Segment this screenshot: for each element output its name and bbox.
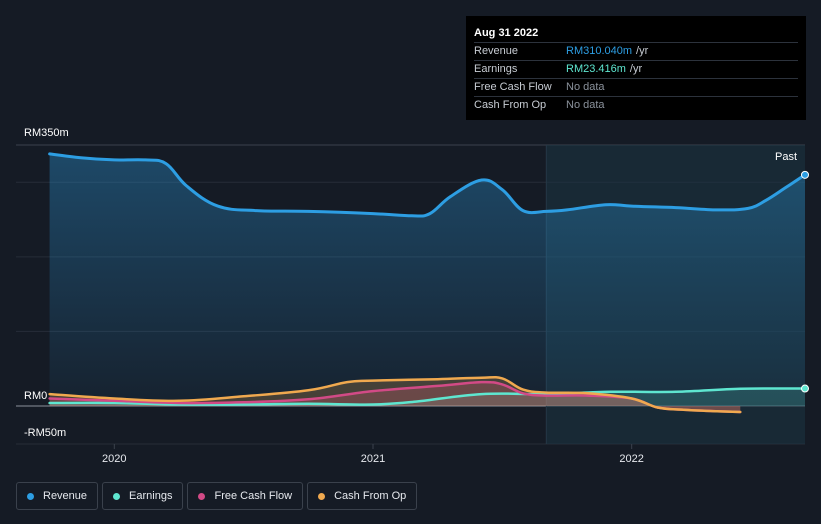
legend-dot-icon [198, 492, 206, 500]
tooltip-label: Free Cash Flow [474, 81, 552, 93]
line-revenue [48, 152, 807, 218]
legend-item-earnings[interactable]: Earnings [102, 482, 184, 510]
x-tick-layer: 2020 2021 2022 [102, 444, 644, 465]
tooltip-unit: /yr [629, 63, 643, 75]
tooltip-value: No data [566, 99, 605, 111]
x-tick-label: 2021 [361, 453, 385, 465]
legend-dot-icon [113, 492, 121, 500]
y-axis-zero-label: RM0 [24, 390, 47, 402]
tooltip-value: RM310.040m [566, 45, 633, 57]
line-cash-from-op [48, 375, 742, 414]
tooltip-unit: /yr [636, 45, 649, 57]
x-tick-label: 2022 [619, 453, 643, 465]
legend-label: Free Cash Flow [214, 490, 293, 502]
tooltip-label: Cash From Op [474, 99, 547, 111]
end-marker-revenue [801, 170, 809, 179]
marker-layer [801, 170, 809, 393]
tooltip-date: Aug 31 2022 [474, 27, 539, 39]
legend-label: Earnings [129, 490, 173, 502]
tooltip-row-cash-from-op: Cash From Op No data [474, 96, 798, 114]
legend-item-cash-from-op[interactable]: Cash From Op [307, 482, 418, 510]
tooltip-value: No data [566, 81, 605, 93]
y-axis-top-label: RM350m [24, 127, 69, 139]
tooltip-label: Revenue [474, 45, 519, 57]
legend-label: Revenue [43, 490, 88, 502]
legend: Revenue Earnings Free Cash Flow Cash Fro… [16, 482, 418, 512]
legend-dot-icon [318, 492, 326, 500]
area-revenue [49, 153, 806, 406]
legend-label: Cash From Op [334, 490, 407, 502]
tooltip-row-free-cash-flow: Free Cash Flow No data [474, 78, 798, 96]
label-layer: RM350m RM0 -RM50m Past [24, 127, 797, 439]
tooltip-row-earnings: Earnings RM23.416m /yr [474, 60, 798, 78]
line-earnings [48, 387, 807, 406]
y-axis-bottom-label: -RM50m [24, 427, 66, 439]
past-label: Past [775, 151, 797, 163]
legend-item-revenue[interactable]: Revenue [16, 482, 99, 510]
tooltip-value: RM23.416m [566, 63, 626, 75]
tooltip-row-revenue: Revenue RM310.040m /yr [474, 42, 798, 60]
line-layer [48, 152, 807, 414]
tooltip-panel: Aug 31 2022 Revenue RM310.040m /yr Earni… [466, 16, 806, 120]
legend-dot-icon [27, 492, 34, 500]
legend-item-free-cash-flow[interactable]: Free Cash Flow [187, 482, 304, 510]
x-tick-label: 2020 [102, 453, 126, 465]
end-marker-earnings [801, 384, 809, 393]
tooltip-label: Earnings [474, 63, 518, 75]
